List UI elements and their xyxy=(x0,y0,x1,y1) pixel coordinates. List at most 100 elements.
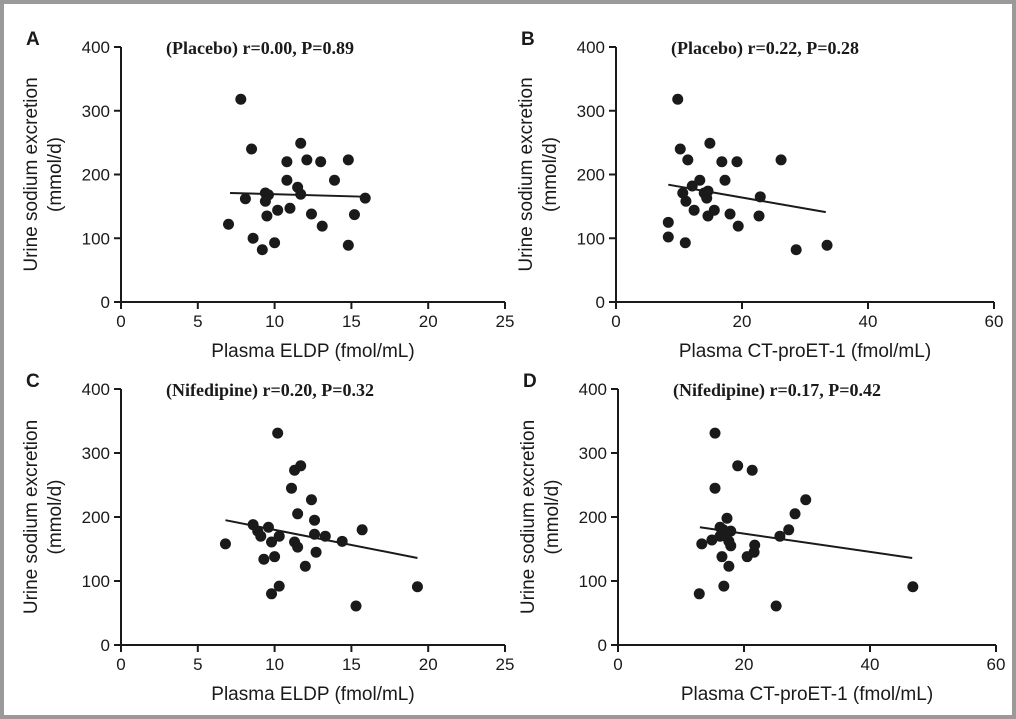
panel-label: B xyxy=(521,29,535,50)
data-point xyxy=(266,536,278,548)
data-point xyxy=(746,464,758,476)
x-tick-label: 20 xyxy=(735,655,754,674)
y-tick-label: 100 xyxy=(82,229,110,248)
data-point xyxy=(693,588,705,600)
data-point xyxy=(285,482,297,494)
trend-line xyxy=(230,191,369,198)
annotation: (Placebo) r=0.00, P=0.89 xyxy=(166,38,354,59)
y-tick-label: 300 xyxy=(82,102,110,121)
y-axis-label: Urine sodium excretion xyxy=(516,77,537,271)
data-point xyxy=(329,174,341,186)
data-point xyxy=(305,494,317,506)
y-tick-label: 0 xyxy=(598,636,607,655)
data-point xyxy=(269,237,281,249)
data-point xyxy=(696,538,708,550)
data-point xyxy=(723,560,735,572)
x-tick-label: 0 xyxy=(116,312,125,331)
data-point xyxy=(292,508,304,520)
data-point xyxy=(677,187,689,199)
data-point xyxy=(789,508,801,520)
x-tick-label: 15 xyxy=(342,655,361,674)
y-tick-label: 100 xyxy=(82,572,110,591)
data-point xyxy=(770,600,782,612)
data-point xyxy=(749,539,761,551)
data-point xyxy=(718,580,730,592)
x-tick-label: 5 xyxy=(193,655,202,674)
data-point xyxy=(272,204,284,216)
x-tick-label: 60 xyxy=(985,312,1004,331)
data-point xyxy=(679,237,691,249)
data-point xyxy=(273,530,285,542)
x-tick-label: 0 xyxy=(611,312,620,331)
y-tick-label: 300 xyxy=(82,444,110,463)
data-point xyxy=(247,232,259,244)
data-point xyxy=(273,580,285,592)
y-axis-label: Urine sodium excretion xyxy=(21,77,42,271)
data-point xyxy=(783,524,795,536)
x-axis-label: Plasma CT-proET-1 (fmol/mL) xyxy=(679,341,931,362)
annotation: (Placebo) r=0.22, P=0.28 xyxy=(671,38,859,59)
x-tick-label: 15 xyxy=(342,312,361,331)
x-tick-label: 40 xyxy=(859,312,878,331)
data-point xyxy=(411,581,423,593)
y-tick-label: 200 xyxy=(82,166,110,185)
data-point xyxy=(724,208,736,220)
data-point xyxy=(309,514,321,526)
y-axis-label: (mmol/d) xyxy=(540,137,561,212)
y-tick-label: 0 xyxy=(101,293,110,312)
data-point xyxy=(732,460,744,472)
y-tick-label: 300 xyxy=(577,102,605,121)
data-point xyxy=(255,530,267,542)
data-point xyxy=(704,137,716,149)
x-tick-label: 20 xyxy=(419,655,438,674)
y-tick-label: 100 xyxy=(577,229,605,248)
x-tick-label: 20 xyxy=(419,312,438,331)
data-point xyxy=(662,216,674,228)
data-point xyxy=(706,534,718,546)
y-tick-label: 400 xyxy=(579,380,607,399)
y-tick-label: 200 xyxy=(82,508,110,527)
data-point xyxy=(266,588,278,600)
y-axis-label: (mmol/d) xyxy=(45,137,66,212)
data-point xyxy=(775,154,787,166)
data-point xyxy=(350,600,362,612)
x-axis-label: Plasma CT-proET-1 (fmol/mL) xyxy=(681,684,933,705)
data-point xyxy=(219,538,231,550)
annotation: (Nifedipine) r=0.17, P=0.42 xyxy=(673,380,881,401)
x-tick-label: 40 xyxy=(861,655,880,674)
y-tick-label: 400 xyxy=(82,380,110,399)
data-point xyxy=(223,218,235,230)
data-point xyxy=(246,143,258,155)
x-tick-label: 10 xyxy=(265,655,284,674)
x-tick-label: 10 xyxy=(265,312,284,331)
y-tick-label: 200 xyxy=(579,508,607,527)
x-tick-label: 5 xyxy=(193,312,202,331)
data-point xyxy=(674,143,686,155)
y-tick-label: 200 xyxy=(577,166,605,185)
data-point xyxy=(359,192,371,204)
data-point xyxy=(725,540,737,552)
trend-line xyxy=(699,526,913,559)
data-point xyxy=(662,231,674,243)
data-point xyxy=(342,239,354,251)
y-tick-label: 400 xyxy=(82,38,110,57)
y-axis-label: (mmol/d) xyxy=(542,480,563,555)
data-point xyxy=(284,202,296,214)
data-point xyxy=(800,494,812,506)
panel-label: C xyxy=(26,371,40,392)
data-point xyxy=(269,551,281,563)
data-point xyxy=(239,193,251,205)
x-tick-label: 20 xyxy=(733,312,752,331)
data-point xyxy=(292,541,304,553)
x-tick-label: 0 xyxy=(613,655,622,674)
data-point xyxy=(336,535,348,547)
data-point xyxy=(709,482,721,494)
panel-label: A xyxy=(26,29,40,50)
data-point xyxy=(680,195,692,207)
data-point xyxy=(682,154,694,166)
data-point xyxy=(790,244,802,256)
data-point xyxy=(235,93,247,105)
data-point xyxy=(315,156,327,168)
